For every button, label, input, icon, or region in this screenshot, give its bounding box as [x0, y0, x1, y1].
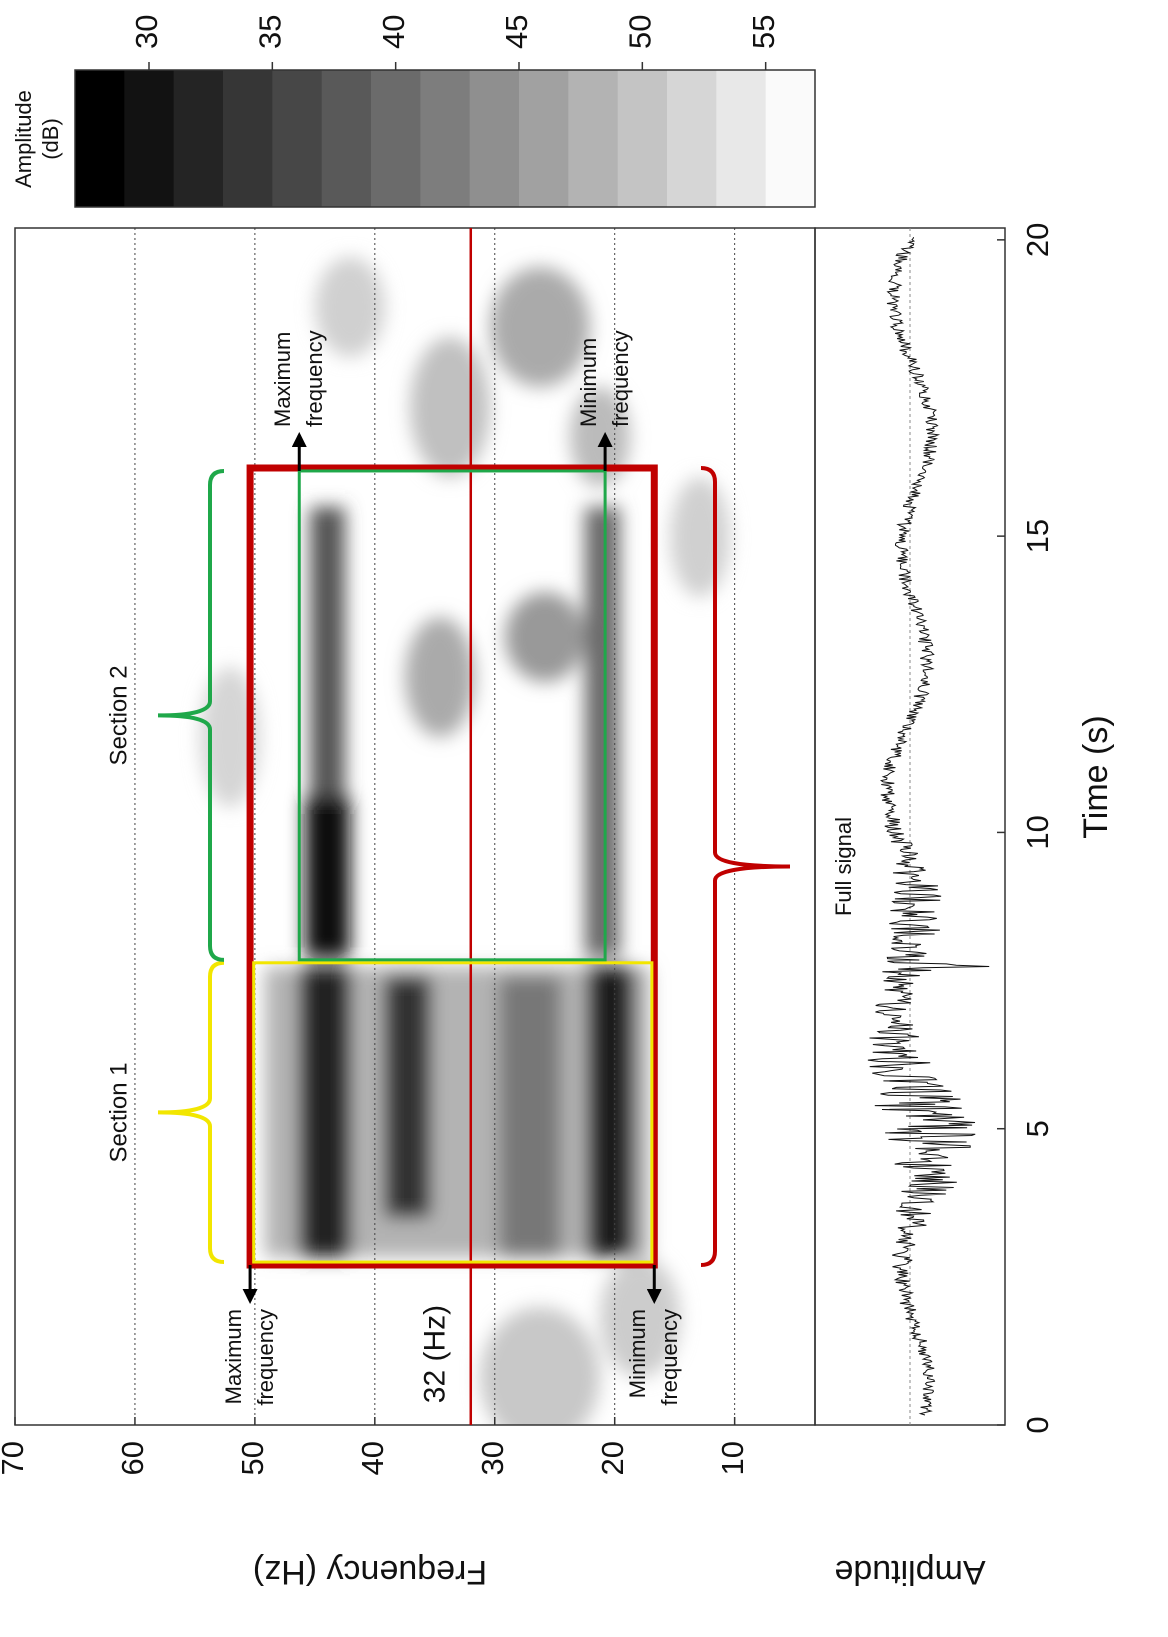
colorbar-band — [716, 70, 767, 207]
colorbar-tick-label: 55 — [746, 15, 781, 49]
frequency-label: Maximum — [270, 332, 295, 427]
region-box — [246, 464, 658, 1269]
region-bracket — [700, 465, 791, 1268]
y-tick-label: 20 — [595, 1441, 630, 1475]
region-label: Section 2 — [105, 665, 132, 765]
y-tick-label: 30 — [475, 1441, 510, 1475]
colorbar-band — [519, 70, 569, 207]
y-tick-label: 60 — [115, 1441, 150, 1475]
colorbar-band — [765, 70, 816, 207]
frequency-label: frequency — [302, 330, 327, 427]
colorbar-frame — [74, 69, 816, 208]
x-axis-label: Time (s) — [1077, 715, 1115, 838]
x-tick-label: 5 — [1020, 1120, 1055, 1137]
colorbar-band — [568, 70, 619, 207]
x-tick-label: 15 — [1020, 519, 1055, 553]
colorbar-tick-label: 35 — [253, 15, 288, 49]
frequency-label: Minimum — [625, 1309, 650, 1398]
spectrogram-texture — [200, 257, 730, 1425]
frequency-label: frequency — [657, 1309, 682, 1406]
colorbar-band — [617, 70, 668, 207]
x-tick-label: 0 — [1020, 1416, 1055, 1433]
colorbar-band — [272, 70, 323, 207]
region-bracket — [157, 960, 225, 1265]
frequency-label: frequency — [608, 330, 633, 427]
colorbar-band — [124, 70, 175, 207]
region-bracket — [157, 468, 225, 962]
rotated-figure: 10 20 30 40 50 60 70 0 5 10 15 20 Time (s) Frequency … — [0, 15, 1115, 1592]
colorbar-band — [420, 70, 471, 207]
colorbar-tick-label: 40 — [376, 15, 411, 49]
colorbar-tick-label: 50 — [623, 15, 658, 49]
frequency-label: frequency — [253, 1309, 278, 1406]
y-tick-label: 50 — [235, 1441, 270, 1475]
frequency-label: Maximum — [221, 1309, 246, 1404]
colorbar-band — [223, 70, 273, 207]
y-tick-label: 40 — [355, 1441, 390, 1475]
reference-label: 32 (Hz) — [419, 1305, 452, 1403]
colorbar-label: Amplitude — [11, 90, 36, 188]
reference-label-bg — [410, 1293, 459, 1415]
colorbar-band — [75, 70, 125, 207]
region-box — [297, 469, 607, 962]
colorbar-band — [667, 70, 717, 207]
signal-trace — [867, 237, 990, 1416]
region-label: Full signal — [831, 817, 856, 916]
y-axis-label: Frequency (Hz) — [253, 1553, 487, 1591]
colorbar-band — [173, 70, 224, 207]
y-tick-label: 70 — [0, 1441, 30, 1475]
colorbar-band — [321, 70, 372, 207]
colorbar-label: (dB) — [38, 118, 63, 160]
colorbar-tick-label: 45 — [499, 15, 534, 49]
x-tick-label: 10 — [1020, 815, 1055, 849]
region-label: Section 1 — [105, 1062, 132, 1162]
x-tick-label: 20 — [1020, 223, 1055, 257]
frequency-label: Minimum — [576, 338, 601, 427]
colorbar-band — [371, 70, 421, 207]
lower-axis-label: Amplitude — [834, 1553, 985, 1591]
y-tick-label: 10 — [715, 1441, 750, 1475]
colorbar-tick-label: 30 — [129, 15, 164, 49]
colorbar-band — [469, 70, 520, 207]
region-box — [252, 961, 654, 1264]
